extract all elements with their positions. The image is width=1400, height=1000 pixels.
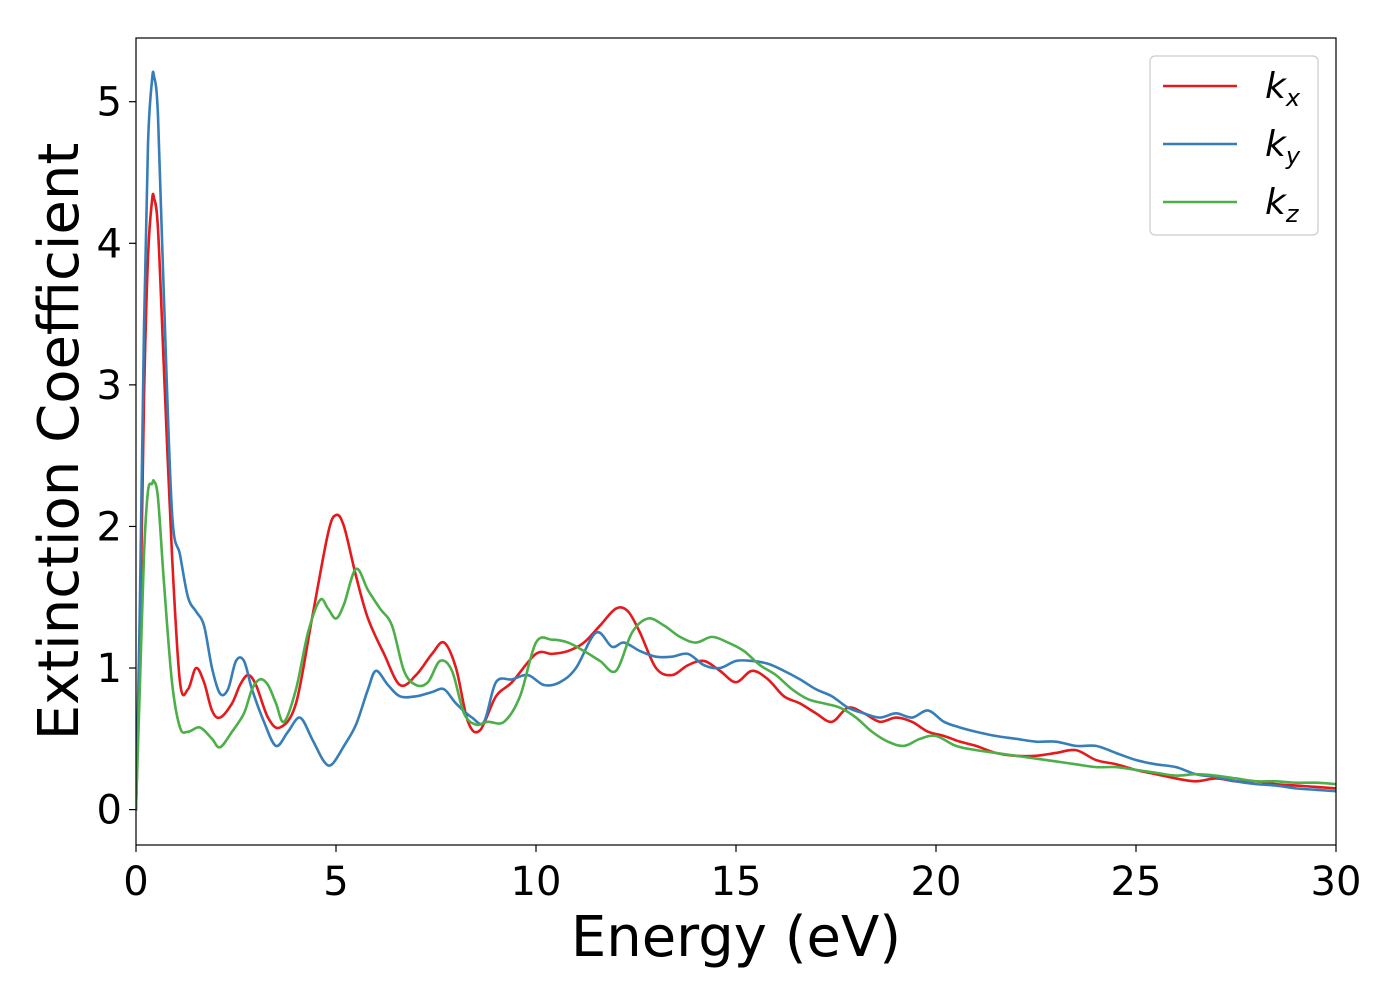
- y-tick-label: 3: [97, 363, 122, 409]
- legend-box: [1149, 55, 1319, 236]
- y-tick-label: 2: [97, 504, 122, 550]
- legend-label: kz: [1265, 182, 1300, 228]
- y-tick-label: 0: [97, 788, 122, 834]
- y-tick-label: 1: [97, 646, 122, 692]
- y-tick-label: 4: [97, 221, 122, 267]
- series-line-z: [136, 479, 1336, 811]
- y-axis-label: Extinction Coefficient: [27, 143, 92, 741]
- x-tick-label: 15: [711, 859, 762, 905]
- x-tick-label: 10: [511, 859, 562, 905]
- legend-entry-x: kx: [1163, 66, 1301, 112]
- legend: kx ky kz: [1149, 55, 1319, 236]
- legend-label: ky: [1265, 124, 1301, 170]
- x-axis-ticks: 0 5 10 15 20 25 30: [123, 845, 1361, 905]
- legend-entries: kx ky kz: [1163, 66, 1301, 228]
- x-axis-label: Energy (eV): [571, 905, 901, 970]
- x-tick-label: 25: [1111, 859, 1162, 905]
- x-tick-label: 5: [323, 859, 348, 905]
- legend-entry-y: ky: [1163, 124, 1301, 170]
- series-line-x: [136, 192, 1336, 811]
- x-tick-label: 30: [1311, 859, 1362, 905]
- x-tick-label: 0: [123, 859, 148, 905]
- y-axis-ticks: 0 1 2 3 4 5: [97, 80, 136, 834]
- x-tick-label: 20: [911, 859, 962, 905]
- legend-label: kx: [1265, 66, 1301, 112]
- legend-entry-z: kz: [1163, 182, 1300, 228]
- series-line-y: [136, 70, 1336, 811]
- series-layer: [136, 70, 1336, 811]
- y-tick-label: 5: [97, 80, 122, 126]
